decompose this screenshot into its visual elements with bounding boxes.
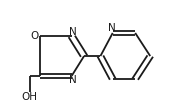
Text: N: N [108, 23, 116, 33]
Text: OH: OH [21, 92, 37, 102]
Text: O: O [30, 31, 38, 41]
Text: N: N [69, 27, 76, 37]
Text: N: N [69, 75, 76, 85]
